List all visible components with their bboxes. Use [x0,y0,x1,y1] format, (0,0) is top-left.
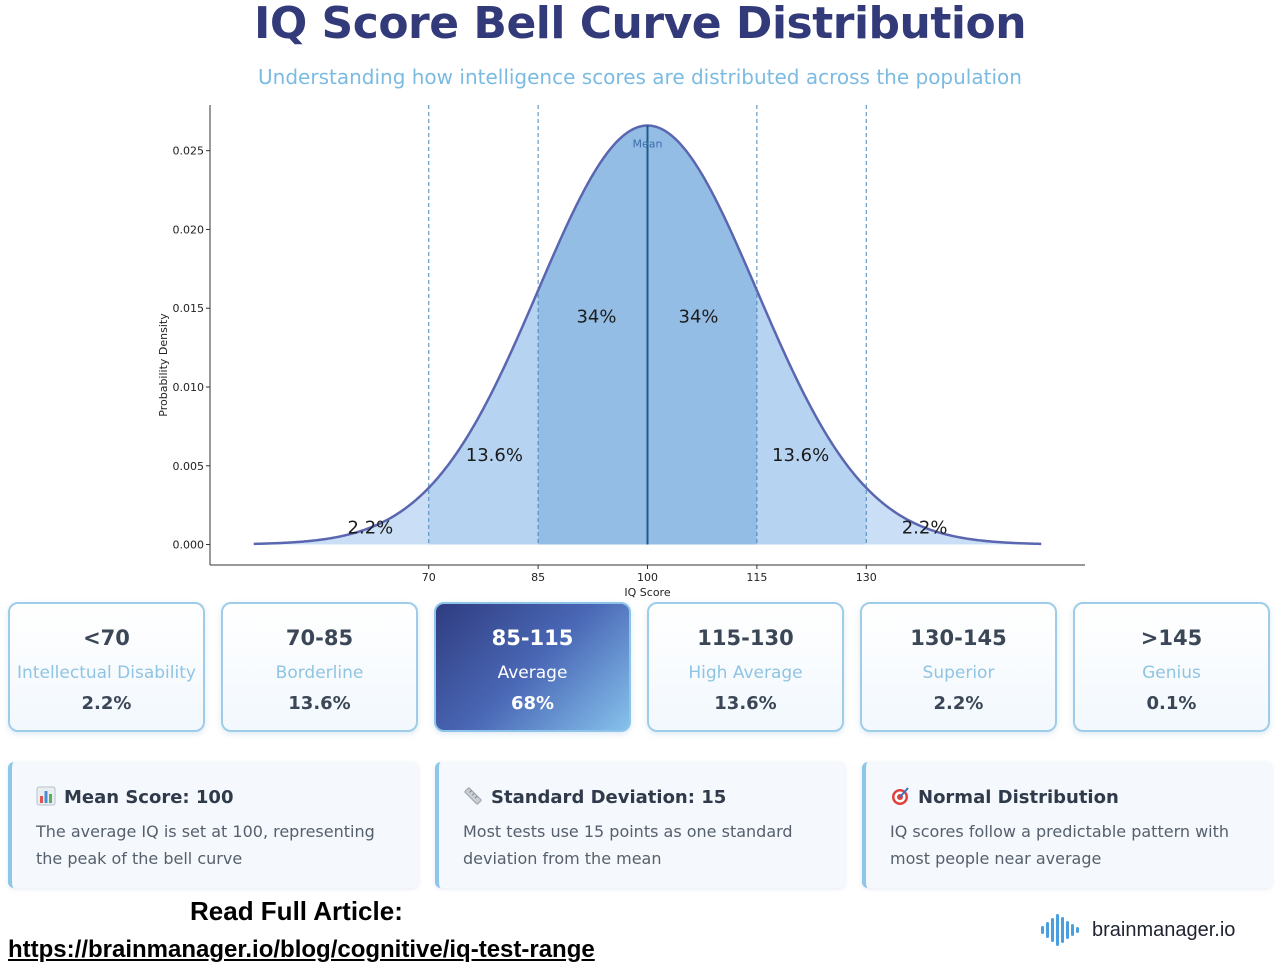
info-card-normal-distribution: Normal Distribution IQ scores follow a p… [862,762,1272,888]
category-label: Superior [922,663,995,683]
x-tick-label: 85 [531,571,545,584]
category-label: Genius [1142,663,1201,683]
x-tick-label: 115 [746,571,767,584]
region-area-0 [253,487,429,545]
category-percent: 2.2% [81,693,132,714]
category-card-70-85: 70-85 Borderline 13.6% [221,602,418,732]
info-heading: Standard Deviation: 15 [491,787,727,808]
category-range: 85-115 [491,626,574,650]
category-percent: 0.1% [1146,693,1197,714]
x-tick-label: 130 [856,571,877,584]
target-icon [892,787,909,805]
page-title: IQ Score Bell Curve Distribution [253,0,1027,49]
category-label: Intellectual Disability [17,663,196,683]
category-label: Borderline [275,663,364,683]
region-percent-label: 13.6% [772,445,829,466]
brain-wave-icon [1041,914,1079,946]
x-tick-label: 100 [637,571,658,584]
category-percent: 68% [510,693,555,714]
region-percent-label: 13.6% [466,445,523,466]
y-tick-label: 0.025 [173,145,205,158]
info-card-mean: Mean Score: 100 The average IQ is set at… [8,762,418,888]
category-range: 130-145 [910,626,1007,650]
category-card-below-70: <70 Intellectual Disability 2.2% [8,602,205,732]
info-heading: Normal Distribution [918,787,1119,808]
info-heading: Mean Score: 100 [64,787,234,808]
info-body: Most tests use 15 points as one standard… [463,822,793,868]
bell-curve-chart: Mean 0.000 0.005 0.010 0.015 0.020 0.025 70 85 10… [157,105,1085,599]
category-range: <70 [83,626,130,650]
y-tick-label: 0.010 [173,381,205,394]
category-label: Average [497,663,568,683]
category-cards: <70 Intellectual Disability 2.2% 70-85 B… [8,602,1272,732]
page-subtitle: Understanding how intelligence scores ar… [258,65,1022,89]
category-percent: 2.2% [933,693,984,714]
category-range: 70-85 [285,626,354,650]
category-range: >145 [1140,626,1203,650]
y-axis-label: Probability Density [157,313,170,417]
region-percent-label: 2.2% [902,517,948,538]
category-card-115-130: 115-130 High Average 13.6% [647,602,844,732]
read-article-label: Read Full Article: [190,896,403,926]
y-tick-label: 0.015 [173,302,205,315]
ruler-icon [464,787,482,805]
category-range: 115-130 [697,626,794,650]
bar-chart-icon [36,786,56,806]
region-percent-label: 2.2% [348,517,394,538]
category-label: High Average [688,663,803,683]
article-link[interactable]: https://brainmanager.io/blog/cognitive/i… [8,936,595,963]
info-body: The average IQ is set at 100, representi… [36,822,375,868]
info-card-standard-deviation: Standard Deviation: 15 Most tests use 15… [435,762,845,888]
category-card-130-145: 130-145 Superior 2.2% [860,602,1057,732]
info-body: IQ scores follow a predictable pattern w… [890,822,1230,868]
y-tick-label: 0.005 [173,460,205,473]
y-tick-label: 0.020 [173,223,205,236]
category-percent: 13.6% [288,693,351,714]
category-percent: 13.6% [714,693,777,714]
category-card-85-115: 85-115 Average 68% [434,602,631,732]
region-area-4 [866,487,1042,545]
region-percent-label: 34% [679,306,719,327]
region-percent-label: 34% [576,306,616,327]
y-tick-label: 0.000 [173,539,205,552]
brand-logo[interactable]: brainmanager.io [1040,912,1235,948]
mean-label: Mean [633,138,663,151]
category-card-above-145: >145 Genius 0.1% [1073,602,1270,732]
x-axis-label: IQ Score [624,586,670,599]
brand-name: brainmanager.io [1092,918,1236,941]
x-tick-label: 70 [422,571,436,584]
